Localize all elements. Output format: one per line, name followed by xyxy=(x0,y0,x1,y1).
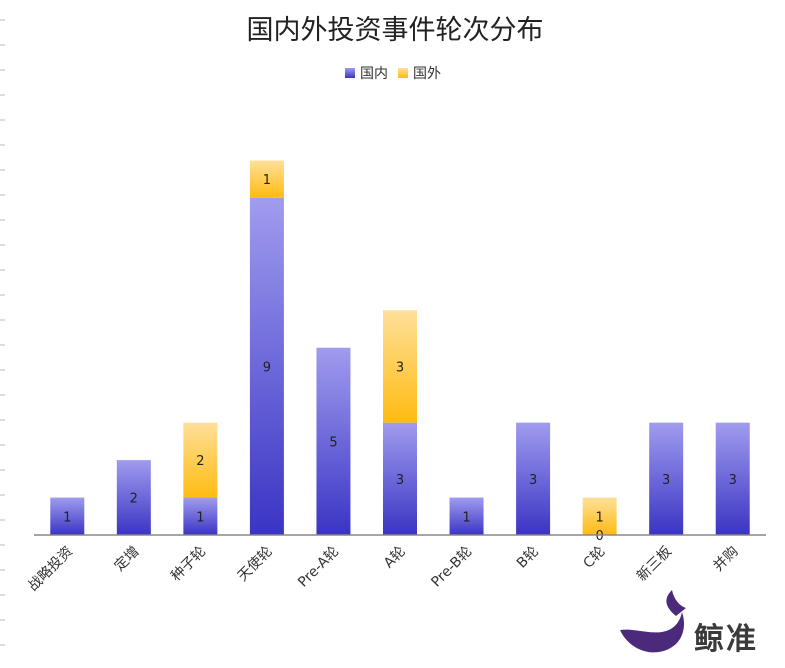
bar-foreign xyxy=(383,310,417,423)
x-tick-label: 新三板 xyxy=(634,544,675,585)
data-label-foreign: 1 xyxy=(263,173,271,188)
bar-domestic xyxy=(116,460,151,535)
bar-domestic xyxy=(516,422,551,535)
whale-icon xyxy=(620,612,684,653)
legend: 国内 国外 xyxy=(345,66,441,82)
x-tick-label: C轮 xyxy=(580,544,608,572)
x-tick-label: 战略投资 xyxy=(25,544,76,595)
legend-label-domestic: 国内 xyxy=(360,66,388,82)
bar-domestic xyxy=(183,497,218,535)
data-label-foreign: 1 xyxy=(595,510,603,525)
data-label-foreign: 2 xyxy=(196,454,204,469)
bar-domestic xyxy=(249,197,284,535)
data-label-domestic: 3 xyxy=(729,473,737,488)
data-label-domestic: 3 xyxy=(529,473,537,488)
x-tick-label: 并购 xyxy=(710,544,741,575)
legend-swatch-foreign xyxy=(398,68,408,78)
data-label-domestic: 1 xyxy=(196,510,204,525)
data-label-foreign: 3 xyxy=(396,360,404,375)
bar-domestic xyxy=(383,422,417,535)
bar-foreign xyxy=(582,497,617,535)
x-tick-label: Pre-A轮 xyxy=(295,544,342,591)
x-tick-label: 定增 xyxy=(112,544,143,575)
data-label-domestic: 3 xyxy=(396,473,404,488)
bar-domestic xyxy=(50,497,85,535)
brand-name: 鲸准 xyxy=(694,622,758,657)
bar-foreign xyxy=(183,422,218,498)
legend-swatch-domestic xyxy=(345,68,355,78)
whale-tail-icon xyxy=(666,590,686,616)
data-label-domestic: 1 xyxy=(63,510,71,525)
data-label-domestic: 5 xyxy=(329,435,337,450)
x-tick-label: B轮 xyxy=(514,544,542,572)
x-tick-label: 种子轮 xyxy=(168,544,209,585)
data-labels: 1 2 1 2 9 1 5 3 3 1 3 0 1 3 3 xyxy=(63,173,737,544)
data-label-domestic: 2 xyxy=(130,492,138,507)
x-tick-label: A轮 xyxy=(381,544,409,572)
y-axis-ticks xyxy=(0,19,5,646)
data-label-domestic: 1 xyxy=(462,510,470,525)
legend-label-foreign: 国外 xyxy=(413,66,441,82)
bar-domestic xyxy=(316,347,351,535)
x-axis-tick-labels: 战略投资 定增 种子轮 天使轮 Pre-A轮 A轮 Pre-B轮 B轮 C轮 新三板 并购 xyxy=(25,543,741,595)
data-label-domestic: 0 xyxy=(595,529,603,544)
x-tick-label: Pre-B轮 xyxy=(428,544,475,591)
chart-title: 国内外投资事件轮次分布 xyxy=(247,15,544,46)
bar-domestic xyxy=(449,497,484,535)
bar-domestic xyxy=(715,422,750,535)
brand-logo: 鲸准 xyxy=(620,590,758,657)
bar-domestic xyxy=(649,422,684,535)
bar-foreign xyxy=(249,160,284,198)
bars xyxy=(50,160,750,535)
data-label-domestic: 9 xyxy=(263,360,271,375)
data-label-domestic: 3 xyxy=(662,473,670,488)
x-tick-label: 天使轮 xyxy=(234,543,276,585)
